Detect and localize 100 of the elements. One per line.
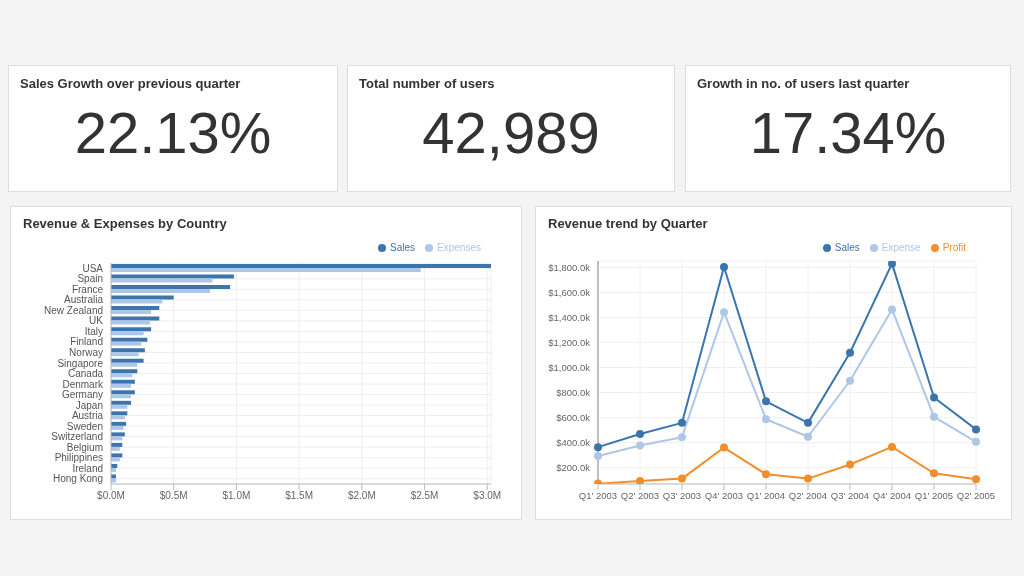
x-tick-label: Q4' 2003	[704, 489, 744, 501]
point	[804, 418, 812, 427]
point	[720, 443, 728, 452]
bar	[111, 331, 144, 336]
bar	[111, 289, 211, 294]
y-tick-label: $800.0k	[556, 386, 591, 398]
y-tick-label: Philippines	[54, 452, 103, 464]
x-tick-label: $1.5M	[285, 490, 314, 502]
y-tick-label: $1,200.0k	[548, 336, 591, 348]
point	[762, 415, 770, 424]
point	[720, 308, 728, 317]
y-tick-label: Norway	[69, 347, 103, 358]
y-tick-label: $1,800.0k	[548, 261, 591, 273]
bar	[111, 425, 124, 430]
y-tick-label: Finland	[70, 336, 103, 348]
point	[888, 261, 896, 268]
y-tick-label: France	[71, 283, 104, 295]
bar	[111, 457, 120, 462]
text: 42,989	[421, 99, 601, 166]
x-tick-label: $3.0M	[473, 490, 502, 502]
legend-label: Expenses	[437, 242, 481, 253]
y-tick-label: Belgium	[66, 441, 103, 453]
bar	[111, 369, 138, 374]
x-tick-label: Q2' 2003	[620, 489, 660, 501]
point	[888, 305, 896, 314]
x-tick-label: Q2' 2005	[956, 489, 996, 501]
bar	[111, 306, 160, 311]
x-tick-label: $0.0M	[97, 490, 125, 502]
legend-label: Expense	[881, 242, 921, 253]
x-tick-label: $2.0M	[347, 490, 376, 502]
x-tick-label: Q1' 2004	[746, 489, 786, 501]
bar	[111, 320, 150, 325]
point	[930, 393, 938, 402]
point	[846, 460, 854, 469]
bar	[111, 362, 138, 367]
text: 22.13%	[73, 99, 273, 166]
y-tick-label: Canada	[67, 368, 104, 380]
legend-label: Sales	[390, 242, 416, 253]
x-tick-label: Q2' 2004	[788, 489, 828, 501]
x-tick-label: Q1' 2005	[914, 489, 954, 501]
bar	[111, 327, 152, 332]
bar	[111, 316, 160, 321]
x-tick-label: $2.5M	[410, 490, 439, 502]
y-tick-label: Germany	[61, 389, 103, 401]
y-tick-label: Denmark	[62, 378, 104, 390]
bar	[111, 358, 144, 363]
x-tick-label: Q4' 2004	[872, 489, 912, 501]
bar	[111, 432, 125, 437]
point	[720, 263, 728, 272]
bar	[111, 394, 132, 399]
x-tick-label: $1.0M	[222, 490, 251, 502]
bar	[111, 299, 163, 304]
legend-label: Profit	[942, 242, 966, 253]
bar	[111, 348, 145, 353]
point	[846, 348, 854, 357]
point	[846, 376, 854, 385]
point	[972, 437, 980, 446]
bar	[111, 285, 231, 290]
bar	[111, 404, 128, 409]
y-tick-label: Singapore	[57, 357, 104, 369]
point	[888, 442, 896, 451]
y-tick-label: New Zealand	[44, 304, 103, 316]
x-tick-label: Q1' 2003	[578, 489, 618, 501]
y-tick-label: Hong Kong	[52, 473, 103, 485]
bar	[111, 341, 142, 346]
bar	[111, 379, 135, 384]
bar	[111, 295, 174, 300]
bar	[111, 352, 139, 357]
x-tick-label: $0.5M	[159, 490, 188, 502]
y-tick-label: USA	[82, 262, 104, 274]
bar	[111, 278, 213, 283]
y-tick-label: Japan	[75, 399, 103, 411]
y-tick-label: $1,400.0k	[548, 311, 591, 323]
point	[636, 476, 644, 484]
point	[972, 425, 980, 434]
text: Sales Growth over previous quarter	[19, 75, 242, 91]
y-tick-label: $200.0k	[556, 462, 591, 474]
bar	[111, 411, 128, 416]
text: 17.34%	[748, 99, 948, 166]
text: Total number of users	[358, 75, 496, 91]
bar	[111, 268, 421, 272]
y-tick-label: Austria	[71, 410, 104, 422]
y-tick-label: $1,600.0k	[548, 286, 591, 298]
point	[804, 432, 812, 441]
y-tick-label: Spain	[77, 273, 103, 285]
y-tick-label: $400.0k	[556, 437, 591, 449]
y-tick-label: $1,000.0k	[548, 361, 591, 373]
point	[594, 443, 602, 452]
point	[762, 470, 770, 479]
bar	[111, 400, 132, 405]
point	[636, 430, 644, 439]
point	[930, 469, 938, 478]
y-tick-label: UK	[89, 315, 104, 327]
point	[930, 412, 938, 421]
bar	[111, 446, 120, 451]
x-tick-label: Q3' 2004	[830, 489, 870, 501]
point	[678, 418, 686, 427]
y-tick-label: Switzerland	[51, 431, 103, 443]
bar	[111, 390, 135, 395]
chart-title: Revenue & Expenses by Country	[22, 215, 228, 233]
